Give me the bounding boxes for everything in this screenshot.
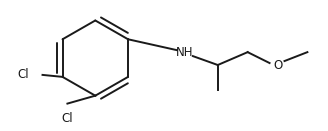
Text: NH: NH — [176, 46, 194, 59]
Text: Cl: Cl — [62, 111, 73, 124]
Text: O: O — [273, 59, 282, 72]
Text: Cl: Cl — [17, 68, 29, 81]
